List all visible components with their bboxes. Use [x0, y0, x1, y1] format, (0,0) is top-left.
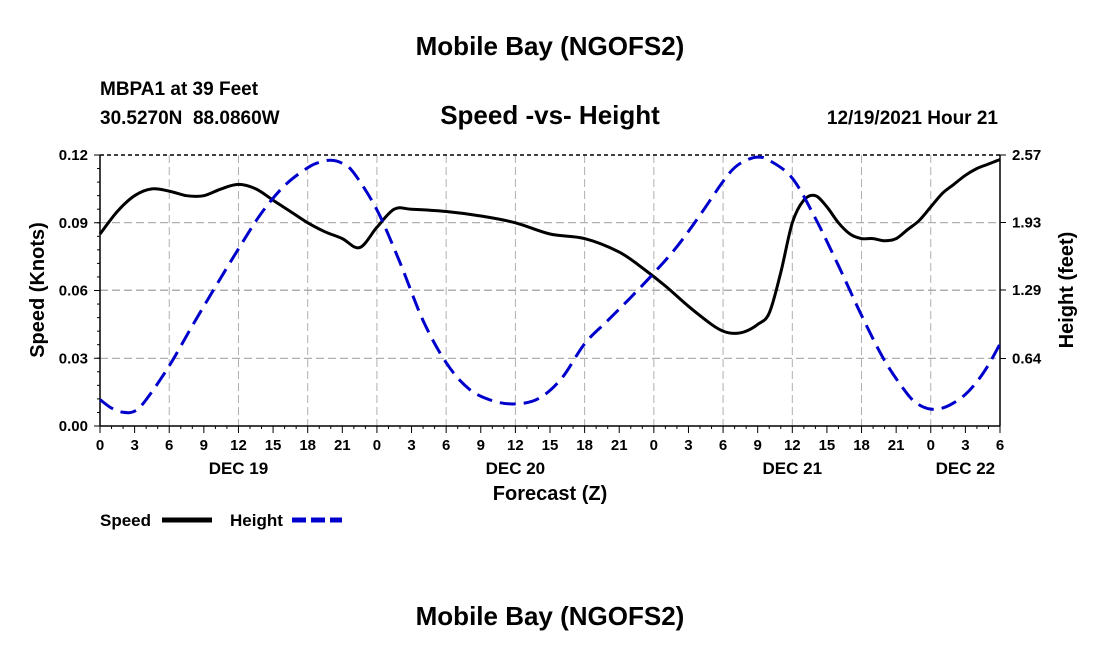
x-tick-label: 0 [96, 437, 104, 454]
x-tick-label: 6 [996, 437, 1004, 454]
x-tick-label: 3 [130, 437, 138, 454]
station-name: MBPA1 at 39 Feet [100, 79, 259, 100]
y2-tick-label: 2.57 [1012, 147, 1041, 164]
x-tick-label: 0 [927, 437, 935, 454]
x-tick-label: 9 [477, 437, 485, 454]
x-tick-label: 15 [819, 437, 836, 454]
x-tick-label: 12 [230, 437, 247, 454]
forecast-timestamp: 12/19/2021 Hour 21 [827, 108, 999, 129]
x-tick-label: 18 [299, 437, 316, 454]
x-tick-label: 21 [888, 437, 905, 454]
axes [94, 154, 1006, 433]
x-tick-label: 18 [576, 437, 593, 454]
page-title-repeat: Mobile Bay (NGOFS2) [416, 601, 685, 631]
station-coords: 30.5270N 88.0860W [100, 108, 280, 129]
x-tick-label: 12 [784, 437, 801, 454]
y-tick-label: 0.09 [59, 215, 88, 232]
y-tick-label: 0.03 [59, 350, 88, 367]
date-label: DEC 21 [763, 459, 823, 478]
x-tick-label: 3 [961, 437, 969, 454]
x-tick-label: 3 [407, 437, 415, 454]
date-label: DEC 20 [486, 459, 546, 478]
x-tick-label: 15 [265, 437, 282, 454]
y-axis-label: Speed (Knots) [27, 222, 49, 358]
x-tick-label: 21 [334, 437, 351, 454]
y2-tick-label: 1.93 [1012, 214, 1041, 231]
x-tick-label: 0 [650, 437, 658, 454]
x-tick-label: 18 [853, 437, 870, 454]
x-tick-label: 6 [165, 437, 173, 454]
x-tick-label: 9 [200, 437, 208, 454]
series-layer [98, 155, 1002, 415]
y-tick-label: 0.00 [59, 418, 88, 435]
x-tick-label: 6 [442, 437, 450, 454]
y2-axis-label: Height (feet) [1056, 232, 1078, 349]
x-tick-label: 9 [754, 437, 762, 454]
chart-title: Speed -vs- Height [440, 100, 660, 130]
legend-label-speed: Speed [100, 511, 151, 530]
series-line-height [99, 155, 1002, 415]
x-tick-label: 12 [507, 437, 524, 454]
legend: Speed Height [100, 511, 342, 530]
series-line-speed [98, 158, 1001, 335]
page-title: Mobile Bay (NGOFS2) [416, 31, 685, 61]
y2-tick-label: 0.64 [1012, 351, 1042, 368]
y-tick-label: 0.06 [59, 283, 88, 300]
y-tick-label: 0.12 [59, 147, 88, 164]
x-tick-label: 0 [373, 437, 381, 454]
grid [100, 155, 1000, 426]
x-axis-label: Forecast (Z) [493, 483, 607, 505]
x-tick-label: 3 [684, 437, 692, 454]
x-tick-label: 6 [719, 437, 727, 454]
date-label: DEC 22 [936, 459, 996, 478]
tick-labels: 0 3 6 9 12 15 18 21 0 3 6 9 12 15 18 21 0 3 6 9 12 15 18 21 0 3 6D… [59, 147, 1042, 478]
x-tick-label: 15 [542, 437, 559, 454]
date-label: DEC 19 [209, 459, 269, 478]
legend-label-height: Height [230, 511, 283, 530]
x-tick-label: 21 [611, 437, 628, 454]
y2-tick-label: 1.29 [1012, 282, 1041, 299]
